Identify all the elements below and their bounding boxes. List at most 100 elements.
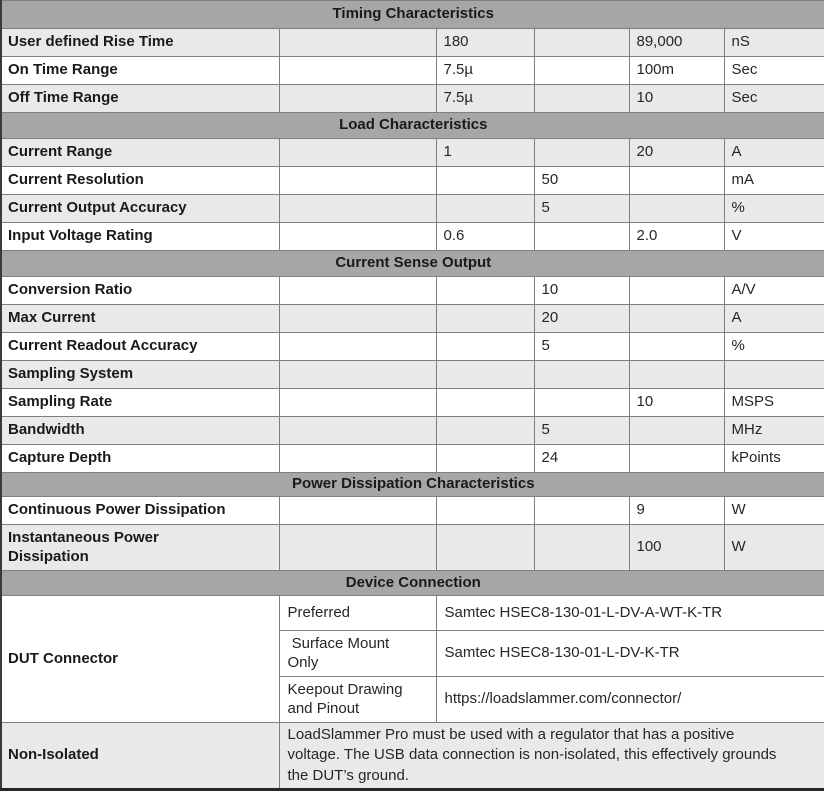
value-cell (628, 166, 725, 195)
value-cell (278, 222, 437, 251)
value-cell (628, 276, 725, 305)
row-label: User defined Rise Time (0, 28, 280, 57)
row-label: Continuous Power Dissipation (0, 496, 280, 525)
section-header-row: Current Sense Output (0, 250, 824, 277)
row-label: On Time Range (0, 56, 280, 85)
dut-connector-label: DUT Connector (0, 595, 280, 723)
section-header-current-sense: Current Sense Output (0, 250, 824, 277)
value-cell (628, 304, 725, 333)
value-cell (278, 524, 437, 571)
table-row: Off Time Range 7.5µ 10 Sec (0, 84, 824, 113)
value-cell (533, 360, 630, 389)
value-cell: 5 (533, 194, 630, 223)
value-cell (278, 138, 437, 167)
row-label: Conversion Ratio (0, 276, 280, 305)
value-cell (435, 360, 535, 389)
table-row: Keepout Drawing and Pinout https://loads… (1, 676, 824, 723)
connector-url: https://loadslammer.com/connector/ (435, 676, 824, 723)
value-cell (435, 166, 535, 195)
value-cell (533, 524, 630, 571)
value-cell (278, 304, 437, 333)
section-header-timing: Timing Characteristics (0, 0, 824, 29)
value-cell (435, 304, 535, 333)
value-cell (278, 84, 437, 113)
value-cell: 5 (533, 332, 630, 361)
value-cell: 24 (533, 444, 630, 473)
row-label: Sampling Rate (0, 388, 280, 417)
value-cell: 89,000 (628, 28, 725, 57)
value-cell (628, 194, 725, 223)
non-isolated-label: Non-Isolated (0, 722, 280, 790)
section-header-load: Load Characteristics (0, 112, 824, 139)
unit-cell: MSPS (723, 388, 824, 417)
value-cell: 20 (628, 138, 725, 167)
connector-type-cell: Preferred (278, 595, 437, 631)
value-cell (278, 416, 437, 445)
value-cell (533, 56, 630, 85)
table-row: Max Current 20 A (0, 304, 824, 333)
table-row: Conversion Ratio 10 A/V (0, 276, 824, 305)
unit-cell: W (723, 524, 824, 571)
unit-cell: A (723, 138, 824, 167)
value-cell: 50 (533, 166, 630, 195)
value-cell (435, 444, 535, 473)
table-row: On Time Range 7.5µ 100m Sec (0, 56, 824, 85)
connector-value-cell: Samtec HSEC8-130-01-L-DV-A-WT-K-TR (435, 595, 824, 631)
value-cell (278, 194, 437, 223)
table-row: Instantaneous Power Dissipation 100 W (0, 524, 824, 571)
unit-cell (723, 360, 824, 389)
row-label: Max Current (0, 304, 280, 333)
row-label: Capture Depth (0, 444, 280, 473)
value-cell (278, 56, 437, 85)
table-row: Current Resolution 50 mA (0, 166, 824, 195)
value-cell (435, 524, 535, 571)
section-header-row: Load Characteristics (0, 112, 824, 139)
unit-cell: % (723, 194, 824, 223)
value-cell (628, 444, 725, 473)
unit-cell: W (723, 496, 824, 525)
value-cell: 180 (435, 28, 535, 57)
value-cell (278, 360, 437, 389)
table-row: DUT Connector Preferred Samtec HSEC8-130… (0, 595, 824, 723)
value-cell (278, 496, 437, 525)
value-cell (278, 444, 437, 473)
table-row: Non-Isolated LoadSlammer Pro must be use… (0, 722, 824, 790)
value-cell (533, 28, 630, 57)
value-cell: 0.6 (435, 222, 535, 251)
section-header-row: Device Connection (0, 570, 824, 596)
value-cell (435, 194, 535, 223)
value-cell (533, 388, 630, 417)
section-header-row: Timing Characteristics (0, 0, 824, 29)
row-label: Bandwidth (0, 416, 280, 445)
value-cell (435, 496, 535, 525)
unit-cell: % (723, 332, 824, 361)
non-isolated-text: LoadSlammer Pro must be used with a regu… (278, 722, 824, 790)
table-row: Current Range 1 20 A (0, 138, 824, 167)
value-cell (435, 416, 535, 445)
value-cell (278, 332, 437, 361)
row-label: Instantaneous Power Dissipation (0, 524, 280, 571)
value-cell: 5 (533, 416, 630, 445)
value-cell (628, 332, 725, 361)
value-cell: 9 (628, 496, 725, 525)
value-cell (533, 84, 630, 113)
unit-cell: A (723, 304, 824, 333)
value-cell: 10 (628, 388, 725, 417)
value-cell (628, 416, 725, 445)
row-label: Sampling System (0, 360, 280, 389)
unit-cell: MHz (723, 416, 824, 445)
unit-cell: mA (723, 166, 824, 195)
row-label: Current Resolution (0, 166, 280, 195)
value-cell (435, 332, 535, 361)
table-row: User defined Rise Time 180 89,000 nS (0, 28, 824, 57)
table-row: Current Output Accuracy 5 % (0, 194, 824, 223)
section-header-power: Power Dissipation Characteristics (0, 472, 824, 497)
value-cell: 10 (533, 276, 630, 305)
value-cell: 1 (435, 138, 535, 167)
table-row: Current Readout Accuracy 5 % (0, 332, 824, 361)
value-cell: 100 (628, 524, 725, 571)
value-cell (278, 166, 437, 195)
value-cell (435, 388, 535, 417)
unit-cell: A/V (723, 276, 824, 305)
unit-cell: Sec (723, 56, 824, 85)
